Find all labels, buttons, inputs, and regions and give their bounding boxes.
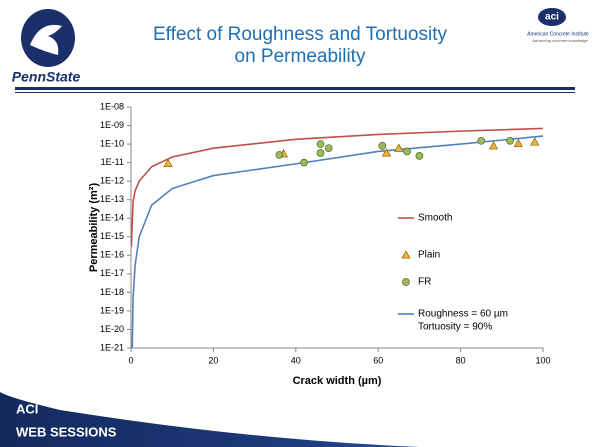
legend-label: Smooth bbox=[418, 213, 452, 224]
triangle-marker bbox=[381, 148, 392, 157]
legend-label: Roughness = 60 µm bbox=[418, 309, 508, 320]
footer-text: WEB SESSIONS bbox=[16, 424, 117, 439]
logo-text: aci bbox=[545, 12, 559, 23]
x-tick-label: 80 bbox=[456, 355, 466, 365]
triangle-marker bbox=[530, 137, 540, 146]
y-tick-label: 1E-15 bbox=[100, 231, 124, 241]
penn-state-logo: PennState bbox=[12, 9, 81, 85]
y-tick-label: 1E-18 bbox=[100, 287, 124, 297]
triangle-marker bbox=[488, 141, 499, 150]
circle-marker bbox=[316, 149, 325, 157]
legend-label: FR bbox=[418, 277, 431, 288]
y-tick-label: 1E-16 bbox=[100, 250, 124, 260]
circle-marker bbox=[477, 136, 486, 145]
circle-marker bbox=[300, 158, 308, 167]
slide-title: Effect of Roughness and Tortuosity bbox=[153, 24, 447, 45]
header-rule bbox=[15, 92, 575, 93]
y-axis-label: Permeability (m²) bbox=[88, 183, 100, 273]
x-tick-label: 20 bbox=[208, 355, 218, 365]
circle-marker bbox=[415, 152, 424, 160]
y-tick-label: 1E-10 bbox=[100, 138, 124, 148]
y-tick-label: 1E-17 bbox=[100, 268, 124, 278]
x-tick-label: 60 bbox=[373, 355, 383, 365]
logo-text: Advancing concrete knowledge bbox=[531, 38, 588, 43]
x-axis-label: Crack width (µm) bbox=[293, 375, 382, 387]
x-tick-label: 40 bbox=[291, 355, 301, 365]
logo-text: American Concrete Institute bbox=[527, 31, 589, 37]
circle-marker bbox=[378, 142, 387, 150]
circle-marker bbox=[324, 144, 333, 153]
header-rule bbox=[15, 87, 575, 90]
footer-band bbox=[0, 392, 420, 447]
legend-label: Plain bbox=[418, 250, 440, 261]
triangle-marker bbox=[163, 158, 173, 168]
y-tick-label: 1E-13 bbox=[100, 194, 124, 204]
triangle-marker bbox=[513, 138, 523, 147]
footer-text: ACI bbox=[16, 401, 38, 416]
y-tick-label: 1E-09 bbox=[100, 120, 124, 130]
circle-marker bbox=[403, 147, 411, 156]
legend-label: Tortuosity = 90% bbox=[418, 322, 492, 333]
triangle-marker bbox=[394, 143, 404, 152]
y-tick-label: 1E-12 bbox=[100, 176, 124, 186]
y-tick-label: 1E-21 bbox=[100, 342, 124, 352]
y-tick-label: 1E-19 bbox=[100, 305, 124, 315]
x-tick-label: 100 bbox=[535, 355, 550, 365]
circle-marker bbox=[275, 151, 284, 159]
legend-swatch bbox=[401, 250, 411, 259]
y-tick-label: 1E-11 bbox=[101, 157, 124, 167]
x-tick-label: 0 bbox=[128, 355, 133, 365]
y-tick-label: 1E-14 bbox=[100, 213, 124, 223]
legend-swatch bbox=[402, 278, 410, 286]
model-line bbox=[131, 127, 543, 247]
aci-logo: aci American Concrete Institute Advancin… bbox=[527, 8, 589, 43]
y-tick-label: 1E-08 bbox=[100, 101, 124, 111]
circle-marker bbox=[506, 136, 514, 145]
logo-text: PennState bbox=[12, 69, 81, 85]
chart: 1E-08 1E-09 1E-10 1E-11 1E-12 1E-13 1E-14 1E-15… bbox=[88, 101, 551, 387]
circle-marker bbox=[316, 140, 325, 148]
y-tick-label: 1E-20 bbox=[100, 324, 124, 334]
slide-title: on Permeability bbox=[235, 46, 366, 67]
